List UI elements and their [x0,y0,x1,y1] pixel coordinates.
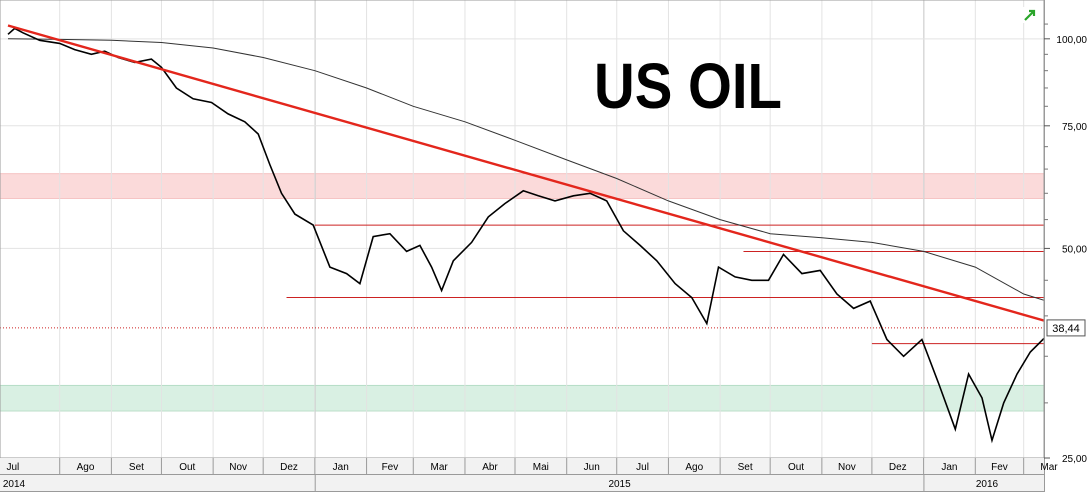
y-tick-label: 100,00 [1056,35,1087,46]
x-month-label: Ago [77,462,95,473]
x-month-label: Out [788,462,804,473]
last-price-box [1046,319,1086,337]
y-tick-label: 75,00 [1062,122,1087,133]
y-tick-label: 25,00 [1062,454,1087,465]
x-month-label: Mar [1040,462,1058,473]
x-month-label: Mai [533,462,549,473]
zone-band [0,173,1045,199]
x-month-label: Fev [991,462,1008,473]
x-year-label: 2015 [608,479,631,490]
x-month-label: Ago [685,462,703,473]
x-month-label: Jan [941,462,957,473]
x-month-label: Set [738,462,753,473]
x-axis-years: 2014 2015 2016 [3,474,999,492]
price-line [7,27,1060,444]
x-year-label: 2016 [976,479,999,490]
x-month-label: Dez [280,462,298,473]
chart-title: US OIL [594,50,782,122]
zones-layer [0,173,1045,412]
x-month-label: Abr [482,462,498,473]
x-month-label: Jul [6,462,19,473]
x-axis-months: Jul Ago Set Out Nov Dez Jan Fev Mar Abr Mai Jun Jul A… [6,458,1058,474]
last-price-badge: 38,44 [1046,319,1086,337]
x-month-label: Jun [584,462,600,473]
x-month-label: Jul [636,462,649,473]
x-month-label: Out [179,462,195,473]
green-arrow-icon[interactable] [1022,7,1038,23]
y-tick-label: 50,00 [1062,244,1087,255]
moving-average-line [7,38,1059,306]
last-price-label: 38,44 [1052,323,1080,335]
x-month-label: Dez [889,462,907,473]
x-year-label: 2014 [3,479,26,490]
x-month-label: Set [129,462,144,473]
levels-layer [286,224,1044,345]
x-month-label: Fev [382,462,399,473]
x-month-label: Mar [430,462,448,473]
x-month-label: Jan [333,462,349,473]
x-month-label: Nov [229,462,247,473]
trend-line [7,24,1075,331]
zone-band [0,384,1045,412]
green-arrow-icon-shape [1024,9,1036,21]
y-axis-panel [1044,0,1088,492]
y-axis-ticks: 25,00 50,00 75,00 100,00 [1044,23,1087,465]
x-month-label: Nov [838,462,856,473]
